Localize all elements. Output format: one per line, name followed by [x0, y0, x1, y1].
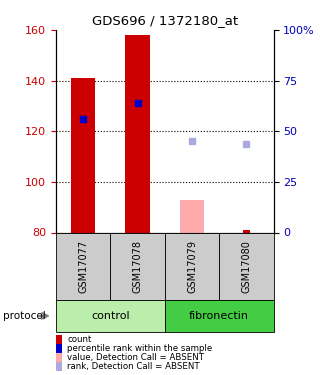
Text: GSM17078: GSM17078	[132, 240, 143, 293]
Bar	[243, 230, 250, 232]
Bar	[180, 200, 204, 232]
Text: count: count	[67, 335, 92, 344]
Text: GSM17080: GSM17080	[241, 240, 252, 292]
Bar	[56, 300, 165, 332]
Bar	[110, 232, 165, 300]
Bar	[56, 232, 110, 300]
Bar	[165, 232, 219, 300]
Text: fibronectin: fibronectin	[189, 311, 249, 321]
Bar	[219, 232, 274, 300]
Text: control: control	[91, 311, 130, 321]
Text: GSM17077: GSM17077	[78, 240, 88, 293]
Text: GSM17079: GSM17079	[187, 240, 197, 293]
Text: rank, Detection Call = ABSENT: rank, Detection Call = ABSENT	[67, 362, 200, 371]
Text: percentile rank within the sample: percentile rank within the sample	[67, 344, 212, 353]
Text: protocol: protocol	[3, 311, 46, 321]
Bar	[165, 300, 274, 332]
Bar	[125, 35, 150, 232]
Title: GDS696 / 1372180_at: GDS696 / 1372180_at	[92, 15, 238, 27]
Text: value, Detection Call = ABSENT: value, Detection Call = ABSENT	[67, 353, 204, 362]
Bar	[71, 78, 95, 232]
